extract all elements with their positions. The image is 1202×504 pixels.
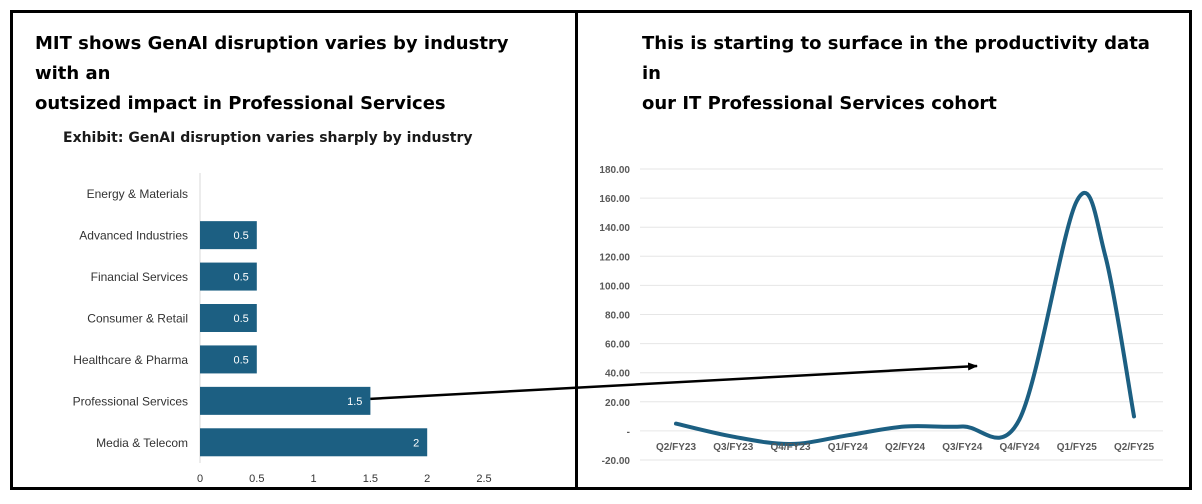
bar-x-tick-label: 1.5	[363, 473, 378, 485]
bar-data-label-advanced-industries: 0.5	[234, 230, 249, 242]
bar-x-tick-label: 1	[311, 473, 317, 485]
bar-data-label-consumer-and-retail: 0.5	[234, 313, 249, 325]
left-title-line-1: MIT shows GenAI disruption varies by ind…	[35, 33, 509, 84]
bar-financial-services	[200, 262, 257, 291]
right-panel: This is starting to surface in the produ…	[575, 10, 1192, 490]
bar-category-label-professional-services: Professional Services	[73, 394, 188, 408]
line-x-tick-label-q4-fy24: Q4/FY24	[999, 442, 1039, 453]
left-panel: MIT shows GenAI disruption varies by ind…	[10, 10, 578, 490]
bar-consumer-and-retail	[200, 304, 257, 332]
connector-layer	[370, 362, 978, 401]
bar-professional-services	[200, 386, 371, 415]
left-title-line-2: outsized impact in Professional Services	[35, 93, 446, 114]
bar-category-label-advanced-industries: Advanced Industries	[79, 229, 188, 243]
bar-data-label-professional-services: 1.5	[347, 396, 362, 408]
productivity-line-chart: -20.00-20.0040.0060.0080.00100.00120.001…	[599, 165, 1163, 467]
bar-x-tick-label: 2	[424, 473, 430, 485]
left-panel-title: MIT shows GenAI disruption varies by ind…	[35, 29, 555, 119]
bar-data-label-financial-services: 0.5	[234, 272, 249, 284]
line-x-tick-label-q3-fy23: Q3/FY23	[713, 442, 753, 453]
line-y-tick-label: 100.00	[599, 281, 630, 292]
productivity-series-line	[674, 190, 1136, 447]
bar-media-and-telecom	[200, 428, 428, 457]
bar-data-label-media-and-telecom: 2	[413, 437, 419, 449]
line-y-tick-label: -	[627, 427, 630, 438]
line-x-tick-label-q2-fy23: Q2/FY23	[656, 442, 696, 453]
line-x-tick-label-q1-fy25: Q1/FY25	[1057, 442, 1097, 453]
line-x-tick-label-q1-fy24: Q1/FY24	[828, 442, 868, 453]
exhibit-title: Exhibit: GenAI disruption varies sharply…	[63, 130, 473, 146]
right-panel-title: This is starting to surface in the produ…	[642, 29, 1162, 119]
line-y-tick-label: 180.00	[599, 165, 630, 176]
bar-x-tick-label: 2.5	[476, 473, 491, 485]
bar-category-label-energy-and-materials: Energy & Materials	[87, 187, 188, 201]
industry-bar-chart: Energy & Materials Advanced Industries 0.5…	[73, 173, 492, 485]
line-y-tick-label: 120.00	[599, 252, 630, 263]
line-y-tick-label: 160.00	[599, 194, 630, 205]
right-title-line-2: our IT Professional Services cohort	[642, 93, 997, 114]
line-y-tick-label: 20.00	[605, 398, 630, 409]
bar-category-label-healthcare-and-pharma: Healthcare & Pharma	[73, 353, 188, 367]
line-y-tick-label: 60.00	[605, 340, 630, 351]
line-x-tick-label-q2-fy25: Q2/FY25	[1114, 442, 1154, 453]
line-x-tick-label-q2-fy24: Q2/FY24	[885, 442, 925, 453]
bar-category-label-consumer-and-retail: Consumer & Retail	[87, 312, 188, 326]
line-y-tick-label: 40.00	[605, 369, 630, 380]
line-y-tick-label: -20.00	[602, 456, 631, 467]
line-x-tick-label-q3-fy24: Q3/FY24	[942, 442, 982, 453]
line-x-tick-label-q4-fy23: Q4/FY23	[770, 442, 810, 453]
bar-category-label-financial-services: Financial Services	[91, 270, 188, 284]
bar-x-tick-label: 0.5	[249, 473, 264, 485]
line-y-tick-label: 80.00	[605, 311, 630, 322]
bar-advanced-industries	[200, 221, 257, 250]
connector-arrow	[370, 362, 978, 401]
bar-category-label-media-and-telecom: Media & Telecom	[96, 436, 188, 450]
right-title-line-1: This is starting to surface in the produ…	[642, 33, 1150, 84]
line-y-tick-label: 140.00	[599, 223, 630, 234]
bar-healthcare-and-pharma	[200, 345, 257, 374]
bar-data-label-healthcare-and-pharma: 0.5	[234, 354, 249, 366]
bar-x-tick-label: 0	[197, 473, 203, 485]
